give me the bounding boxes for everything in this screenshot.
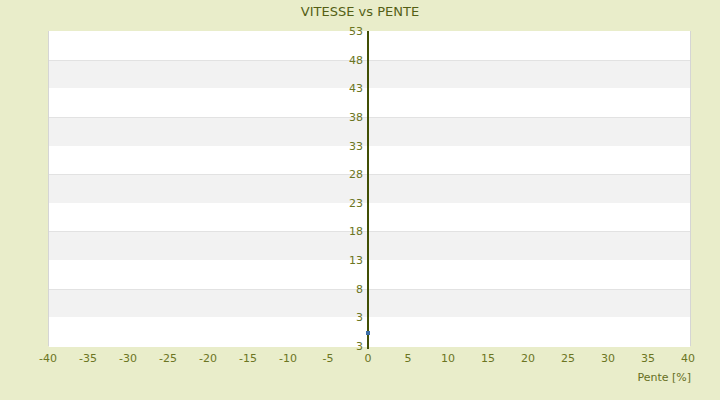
x-tick-label: -35 <box>79 352 97 365</box>
x-tick-label: 40 <box>681 352 695 365</box>
y-tick-label: 53 <box>333 25 363 38</box>
y-tick-label: 28 <box>333 168 363 181</box>
y-tick-label: 3 <box>333 340 363 353</box>
chart-title: VITESSE vs PENTE <box>0 4 720 19</box>
grid-band <box>49 174 690 204</box>
plot-area <box>48 31 691 346</box>
x-tick-label: -20 <box>199 352 217 365</box>
x-tick-label: 10 <box>441 352 455 365</box>
y-tick-label: 23 <box>333 196 363 209</box>
x-tick-label: -15 <box>239 352 257 365</box>
y-tick-label: 3 <box>333 311 363 324</box>
x-tick-label: 0 <box>365 352 372 365</box>
x-tick-label: 20 <box>521 352 535 365</box>
grid-band <box>49 231 690 261</box>
x-tick-label: -10 <box>279 352 297 365</box>
y-tick-label: 48 <box>333 53 363 66</box>
x-tick-label: -30 <box>119 352 137 365</box>
y-tick-label: 33 <box>333 139 363 152</box>
x-tick-label: 35 <box>641 352 655 365</box>
grid-band <box>49 60 690 90</box>
grid-band <box>49 117 690 147</box>
y-tick-label: 38 <box>333 110 363 123</box>
x-tick-label: 5 <box>405 352 412 365</box>
grid-band <box>49 146 690 176</box>
y-tick-label: 8 <box>333 282 363 295</box>
y-axis-line <box>367 31 369 349</box>
chart-canvas: { "page": { "background_color": "#e9edca… <box>0 0 720 400</box>
x-tick-label: 30 <box>601 352 615 365</box>
x-tick-label: -5 <box>323 352 334 365</box>
x-tick-label: -40 <box>39 352 57 365</box>
y-tick-label: 18 <box>333 225 363 238</box>
x-axis-title: Pente [%] <box>637 371 691 384</box>
x-tick-label: -25 <box>159 352 177 365</box>
grid-band <box>49 203 690 233</box>
y-tick-label: 13 <box>333 254 363 267</box>
grid-band <box>49 31 690 61</box>
grid-band <box>49 260 690 290</box>
x-tick-label: 15 <box>481 352 495 365</box>
grid-band <box>49 289 690 319</box>
x-tick-label: 25 <box>561 352 575 365</box>
vitesse-vs-pente-chart: VITESSE vs PENTE Vitesse [km/h] 53484338… <box>0 0 720 400</box>
y-tick-label: 43 <box>333 82 363 95</box>
grid-band <box>49 88 690 118</box>
data-point-marker <box>366 331 370 335</box>
